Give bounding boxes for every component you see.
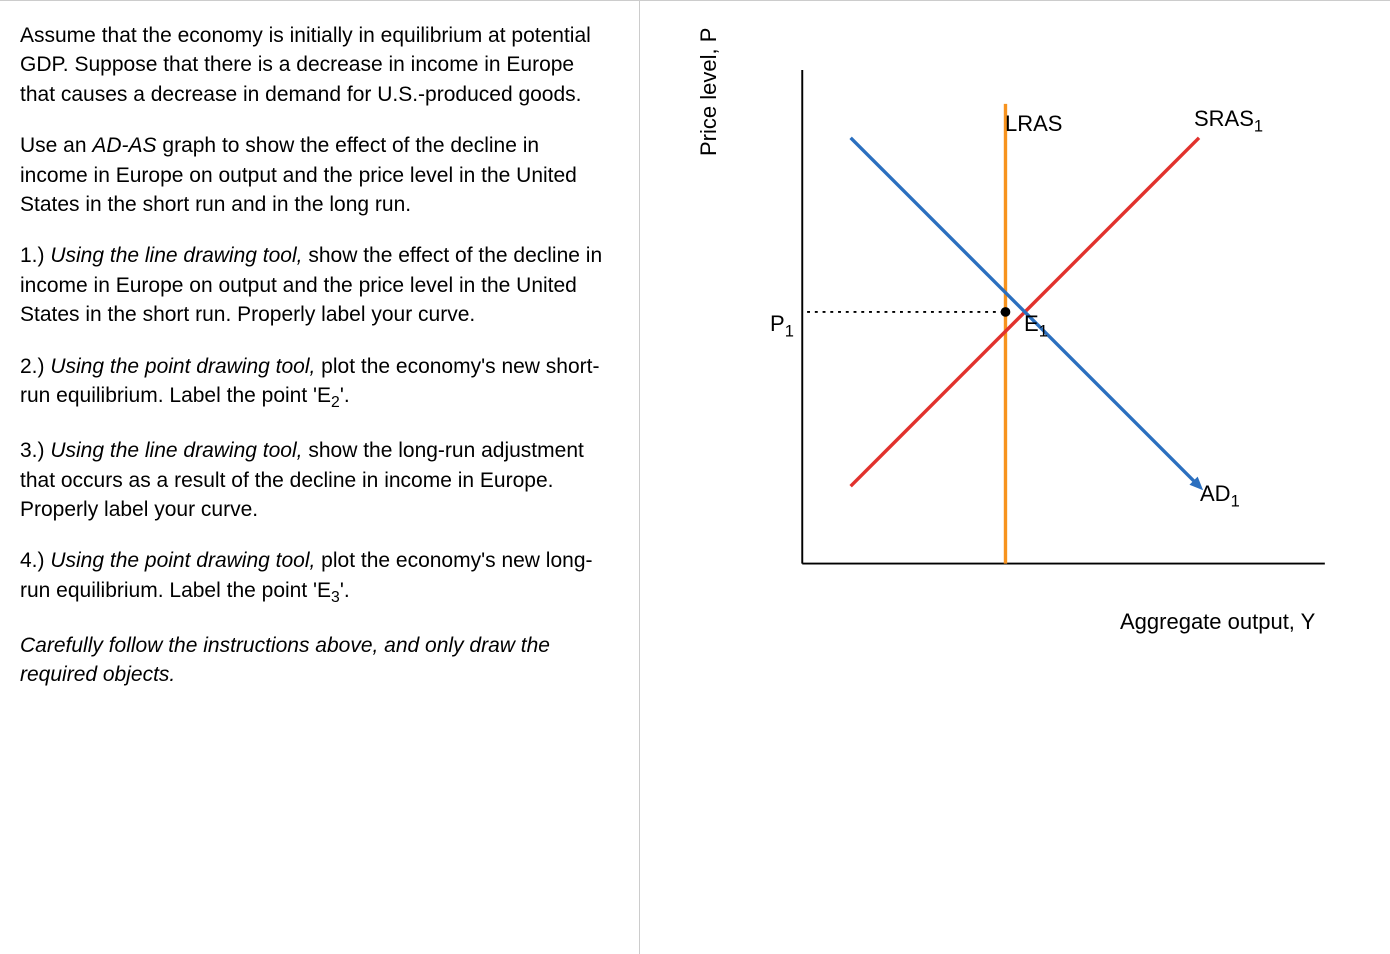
ad1-label: AD1 [1200, 481, 1240, 511]
instruction-text: Use an AD-AS graph to show the effect of… [20, 131, 609, 219]
q1-text: 1.) Using the line drawing tool, show th… [20, 241, 609, 329]
e1-label: E1 [1024, 311, 1048, 341]
q2-text: 2.) Using the point drawing tool, plot t… [20, 352, 609, 415]
p1-label: P1 [770, 311, 794, 341]
chart-panel[interactable]: Price level, P Aggregate output, Y LRAS … [640, 1, 1390, 954]
adas-chart[interactable]: Price level, P Aggregate output, Y LRAS … [700, 41, 1340, 641]
sras-label: SRAS1 [1194, 106, 1263, 136]
e1-point [1001, 307, 1011, 317]
x-axis-label: Aggregate output, Y [1120, 609, 1315, 635]
y-axis-label: Price level, P [696, 28, 722, 156]
question-panel: Assume that the economy is initially in … [0, 1, 640, 954]
q4-text: 4.) Using the point drawing tool, plot t… [20, 546, 609, 609]
lras-label: LRAS [1005, 111, 1062, 137]
intro-text: Assume that the economy is initially in … [20, 21, 609, 109]
q3-text: 3.) Using the line drawing tool, show th… [20, 436, 609, 524]
note-text: Carefully follow the instructions above,… [20, 631, 609, 690]
